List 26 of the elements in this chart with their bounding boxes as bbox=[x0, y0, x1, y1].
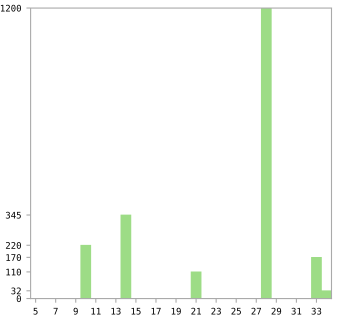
x-tick-label: 19 bbox=[172, 308, 181, 315]
x-tick-label: 17 bbox=[152, 308, 161, 314]
bar bbox=[190, 272, 202, 299]
y-tick-label: 0 bbox=[16, 295, 21, 302]
bar bbox=[120, 214, 132, 299]
x-tick-label: 33 bbox=[312, 308, 322, 315]
x-tick-label: 29 bbox=[272, 308, 282, 315]
x-tick-label: 5 bbox=[34, 308, 38, 315]
x-tick-label: 11 bbox=[91, 308, 101, 314]
y-tick-label: 32 bbox=[11, 288, 21, 294]
x-tick-label: 31 bbox=[292, 308, 302, 315]
y-tick-label: 170 bbox=[6, 254, 21, 261]
x-tick-label: 21 bbox=[191, 308, 201, 314]
x-tick-label: 25 bbox=[231, 308, 241, 315]
bar bbox=[80, 244, 92, 299]
y-tick-label: 220 bbox=[6, 242, 21, 249]
y-tick-label: 345 bbox=[6, 212, 21, 219]
x-tick-label: 7 bbox=[54, 308, 58, 314]
x-tick-label: 27 bbox=[252, 308, 262, 314]
bar bbox=[260, 8, 272, 299]
y-tick-label: 110 bbox=[6, 268, 21, 276]
x-tick-label: 13 bbox=[112, 308, 121, 315]
y-tick-label: 1200 bbox=[0, 4, 21, 12]
x-tick-label: 23 bbox=[211, 308, 221, 315]
x-tick-label: 15 bbox=[132, 308, 141, 315]
x-tick-label: 9 bbox=[74, 308, 78, 315]
